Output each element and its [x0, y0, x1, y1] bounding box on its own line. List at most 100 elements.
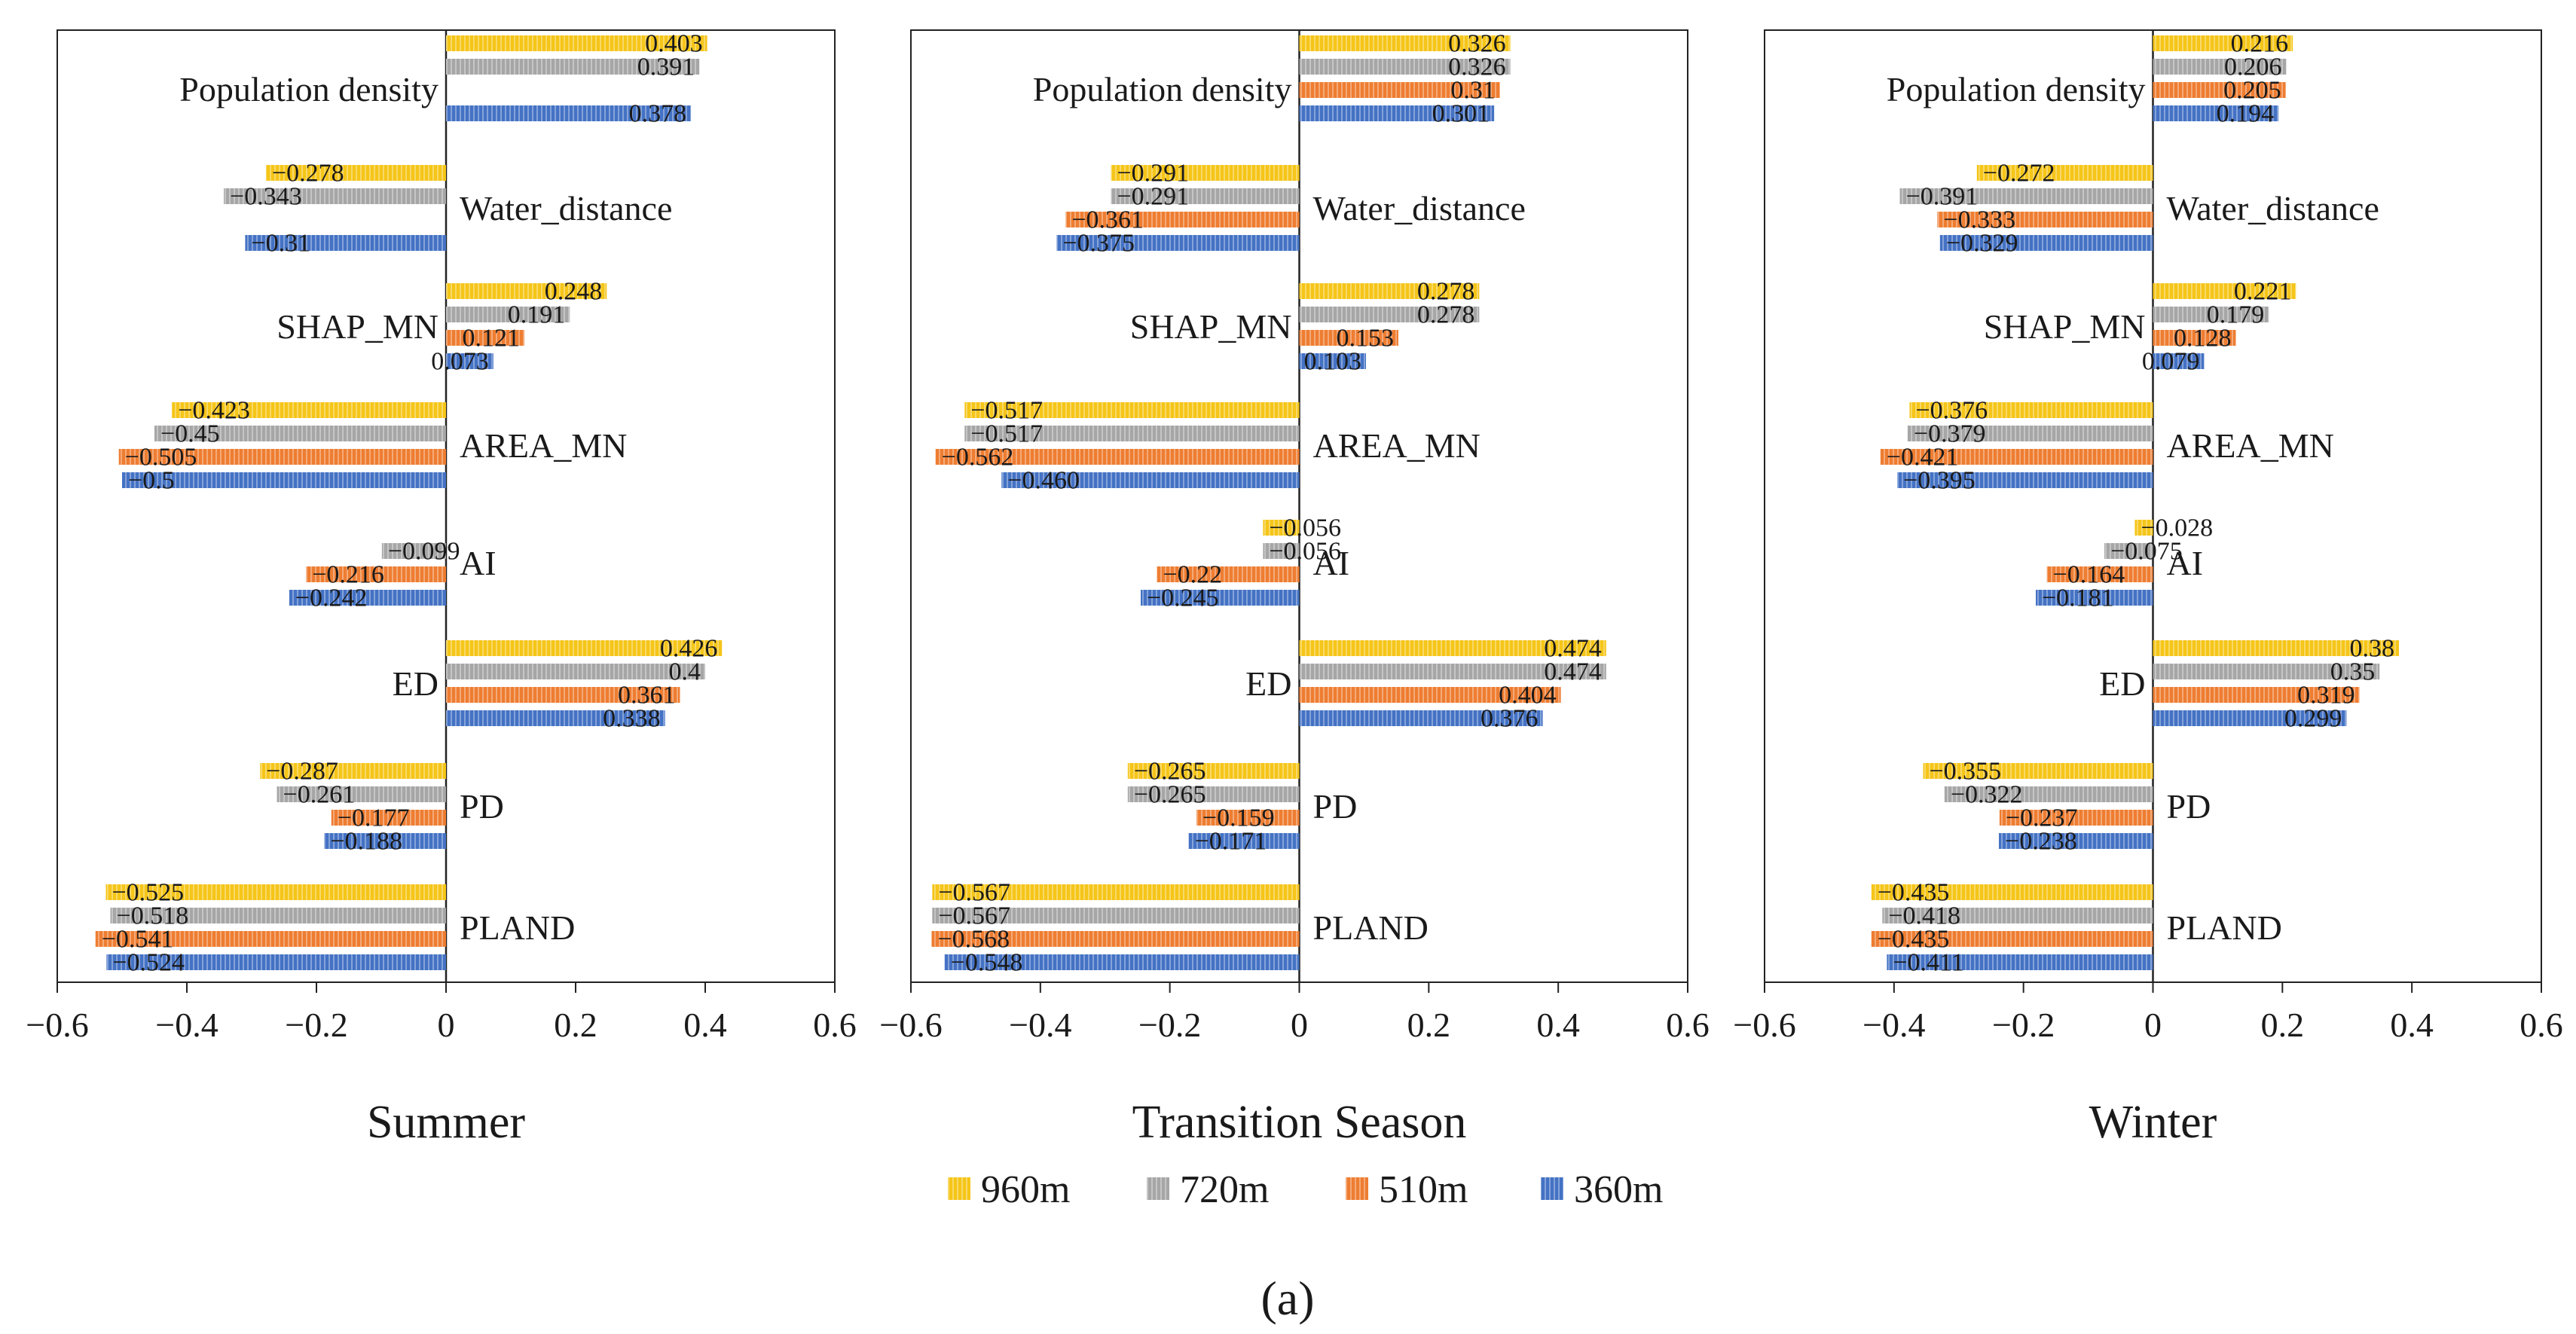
bar-360m-pland: [944, 954, 1300, 970]
data-label-360m-shap-mn: 0.103: [1303, 348, 1361, 376]
bar-510m-shap-mn: [2153, 330, 2236, 346]
bar-360m-pd: [1188, 833, 1300, 849]
bar-960m-ai: [1263, 520, 1300, 536]
data-label-720m-ed: 0.4: [669, 658, 701, 686]
data-label-720m-area-mn: −0.45: [160, 420, 220, 448]
bar-720m-shap-mn: [1299, 307, 1480, 322]
data-label-960m-water-distance: −0.278: [272, 160, 344, 188]
figure-caption: (a): [1260, 1271, 1314, 1325]
category-group-area-mn: −0.423−0.45−0.505−0.5 AREA_MN: [118, 397, 627, 495]
data-label-720m-ai: −0.056: [1269, 538, 1341, 566]
category-label-pd: PD: [2167, 787, 2211, 826]
category-group-ai: −0.028−0.075−0.164−0.181 AI: [2035, 514, 2213, 612]
data-label-510m-shap-mn: 0.121: [463, 325, 521, 353]
bar-720m-ed: [446, 664, 705, 679]
category-label-population-density: Population density: [1887, 70, 2146, 108]
bar-720m-pd: [1944, 786, 2153, 802]
legend-swatch: [1346, 1177, 1368, 1200]
bar-960m-area-mn: [172, 402, 446, 418]
x-tick-label: 0.2: [554, 1006, 597, 1044]
category-group-water-distance: −0.278−0.343 −0.31 Water_distance: [224, 160, 672, 258]
data-label-720m-ed: 0.474: [1544, 658, 1602, 686]
bar-960m-water-distance: [265, 165, 446, 181]
x-tick-label: 0.6: [2519, 1006, 2563, 1044]
chart-panel-transition-season: −0.6 −0.4 −0.2 0 0.2 0.4 0.60.3260.3260.310.30…: [879, 29, 1710, 1148]
bar-360m-water-distance: [1056, 235, 1300, 251]
bar-720m-ai: [2104, 543, 2153, 559]
bar-960m-population-density: [2153, 35, 2293, 51]
panel-title-summer: Summer: [367, 1097, 525, 1148]
category-label-water-distance: Water_distance: [460, 189, 672, 227]
bar-510m-ed: [1299, 687, 1561, 703]
data-label-720m-water-distance: −0.391: [1906, 183, 1979, 211]
legend-label: 720m: [1180, 1168, 1269, 1211]
bar-960m-ai: [2134, 520, 2153, 536]
x-tick-label: 0.2: [2261, 1006, 2305, 1044]
data-label-960m-pd: −0.287: [266, 758, 338, 786]
data-label-510m-pd: −0.177: [338, 804, 410, 832]
category-label-pland: PLAND: [2167, 908, 2282, 947]
data-label-510m-area-mn: −0.421: [1887, 444, 1959, 472]
data-label-360m-ed: 0.338: [603, 705, 661, 733]
data-label-960m-shap-mn: 0.278: [1417, 278, 1475, 306]
data-label-510m-shap-mn: 0.153: [1336, 325, 1394, 353]
data-label-360m-ed: 0.376: [1481, 705, 1539, 733]
data-label-360m-water-distance: −0.31: [251, 230, 310, 258]
x-tick-label: 0.6: [813, 1006, 857, 1044]
bar-720m-ai: [1263, 543, 1300, 559]
data-label-510m-area-mn: −0.505: [125, 444, 197, 472]
data-label-360m-shap-mn: 0.079: [2142, 348, 2200, 376]
bar-360m-ed: [1299, 710, 1543, 726]
legend-item-720m: 720m: [1147, 1168, 1269, 1211]
bar-510m-ed: [2153, 687, 2360, 703]
bar-360m-ai: [1141, 590, 1300, 606]
legend-swatch: [1541, 1177, 1563, 1200]
data-label-360m-population-density: 0.301: [1432, 100, 1490, 128]
data-label-510m-pd: −0.159: [1202, 804, 1275, 832]
category-label-area-mn: AREA_MN: [2167, 426, 2334, 465]
bar-360m-pd: [1999, 833, 2153, 849]
data-label-960m-ed: 0.474: [1544, 635, 1602, 663]
bar-960m-population-density: [446, 35, 707, 51]
data-label-360m-ai: −0.242: [295, 585, 368, 612]
bar-720m-water-distance: [1111, 188, 1300, 204]
data-label-360m-ai: −0.181: [2042, 585, 2114, 612]
x-tick-label: −0.6: [1733, 1006, 1795, 1044]
category-label-pland: PLAND: [1313, 908, 1429, 947]
data-label-510m-ed: 0.319: [2297, 682, 2355, 710]
legend: 960m 720m 510m 360m: [948, 1168, 1663, 1211]
bar-720m-shap-mn: [2153, 307, 2269, 322]
bar-360m-pland: [1887, 954, 2153, 970]
category-label-ed: ED: [2099, 664, 2145, 703]
data-label-960m-population-density: 0.403: [645, 30, 703, 58]
bar-960m-water-distance: [1976, 165, 2153, 181]
data-label-360m-pland: −0.548: [951, 949, 1023, 977]
bar-360m-shap-mn: [1299, 353, 1366, 369]
category-label-ed: ED: [393, 664, 439, 703]
bar-510m-area-mn: [1880, 449, 2153, 465]
data-label-510m-pland: −0.568: [937, 926, 1010, 954]
bar-720m-area-mn: [964, 426, 1300, 441]
data-label-720m-pland: −0.418: [1888, 902, 1960, 930]
bar-960m-shap-mn: [1299, 283, 1480, 299]
bar-510m-pland: [1871, 931, 2153, 947]
data-label-360m-pland: −0.411: [1893, 949, 1963, 977]
bar-960m-pland: [105, 884, 446, 900]
x-tick-label: −0.4: [1862, 1006, 1925, 1044]
bar-360m-area-mn: [1897, 472, 2153, 488]
data-label-960m-water-distance: −0.272: [1983, 160, 2055, 188]
bar-510m-population-density: [2153, 82, 2286, 98]
data-label-360m-pd: −0.171: [1195, 828, 1267, 856]
bar-720m-ai: [381, 543, 446, 559]
category-label-water-distance: Water_distance: [2167, 189, 2379, 227]
